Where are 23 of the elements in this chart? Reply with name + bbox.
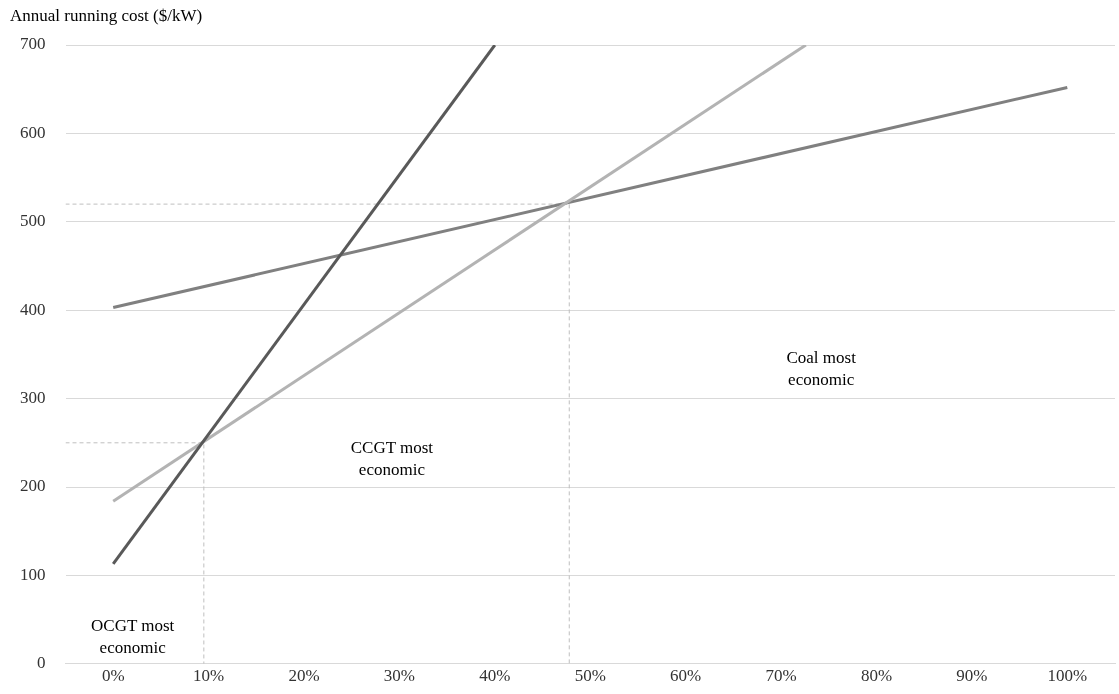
annotation: Coal most economic bbox=[786, 348, 857, 390]
y-tick-label: 200 bbox=[20, 476, 46, 496]
y-tick-label: 300 bbox=[20, 388, 46, 408]
x-tick-label: 70% bbox=[765, 666, 797, 686]
y-axis-title: Annual running cost ($/kW) bbox=[10, 5, 203, 25]
x-tick-label: 40% bbox=[479, 666, 511, 686]
x-tick-label: 60% bbox=[670, 666, 702, 686]
y-tick-label: 400 bbox=[20, 299, 46, 319]
annotation: CCGT most economic bbox=[350, 438, 434, 480]
x-tick-label: 0% bbox=[101, 666, 125, 686]
y-tick-label: 100 bbox=[20, 564, 46, 584]
x-tick-label: 20% bbox=[288, 666, 320, 686]
annotation: OCGT most economic bbox=[91, 616, 175, 658]
y-tick-label: 700 bbox=[20, 34, 46, 54]
x-tick-label: 80% bbox=[860, 666, 893, 686]
x-tick-label: 10% bbox=[193, 666, 225, 686]
x-tick-label: 50% bbox=[574, 666, 606, 686]
x-tick-label: 30% bbox=[383, 666, 416, 686]
x-tick-label: 90% bbox=[956, 666, 988, 686]
y-tick-label: 500 bbox=[20, 211, 46, 231]
x-tick-label: 100% bbox=[1047, 666, 1088, 686]
y-tick-label: 0 bbox=[37, 653, 46, 673]
y-tick-label: 600 bbox=[20, 122, 46, 142]
